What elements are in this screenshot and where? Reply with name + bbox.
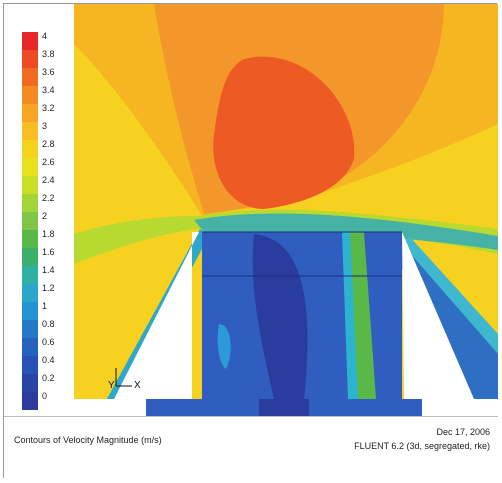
colorbar-swatch bbox=[22, 140, 38, 158]
colorbar-tick-label: 3.2 bbox=[42, 103, 55, 113]
plot-date: Dec 17, 2006 bbox=[436, 427, 490, 437]
colorbar-tick-label: 3.8 bbox=[42, 49, 55, 59]
colorbar-swatch bbox=[22, 320, 38, 338]
chamber-jet-cyan bbox=[342, 232, 358, 399]
plot-footer: Contours of Velocity Magnitude (m/s) Dec… bbox=[4, 416, 498, 480]
axis-label-y: Y bbox=[108, 380, 115, 391]
plot-caption: Contours of Velocity Magnitude (m/s) bbox=[14, 435, 162, 445]
solver-info: FLUENT 6.2 (3d, segregated, rke) bbox=[354, 441, 490, 451]
colorbar-swatch bbox=[22, 266, 38, 284]
colorbar-swatch bbox=[22, 374, 38, 392]
contour-plot-svg bbox=[4, 4, 498, 416]
colorbar-tick-label: 1.4 bbox=[42, 265, 55, 275]
chamber-cyan-spot bbox=[217, 324, 231, 369]
chamber-slow-region bbox=[252, 234, 308, 399]
bottom-step-slow bbox=[259, 399, 309, 416]
axis-label-x: X bbox=[134, 380, 141, 391]
colorbar-swatch bbox=[22, 194, 38, 212]
colorbar-swatch bbox=[22, 86, 38, 104]
colorbar-tick-label: 2.2 bbox=[42, 193, 55, 203]
colorbar-swatch bbox=[22, 176, 38, 194]
colorbar-tick-label: 0.4 bbox=[42, 355, 55, 365]
colorbar-tick-label: 2.6 bbox=[42, 157, 55, 167]
colorbar-swatch bbox=[22, 392, 38, 410]
colorbar-tick-label: 2.8 bbox=[42, 139, 55, 149]
colorbar bbox=[22, 32, 38, 416]
figure-window: 4 3.8 3.6 3.4 3.2 3 2.8 2.6 2.4 2.2 2 1.8 1.6 1.4 1.2 1… bbox=[3, 3, 498, 480]
colorbar-tick-label: 1.8 bbox=[42, 229, 55, 239]
colorbar-tick-label: 4 bbox=[42, 31, 48, 41]
colorbar-tick-label: 2 bbox=[42, 211, 48, 221]
colorbar-tick-label: 3.6 bbox=[42, 67, 55, 77]
colorbar-tick-label: 1.6 bbox=[42, 247, 55, 257]
colorbar-swatch bbox=[22, 158, 38, 176]
colorbar-swatch bbox=[22, 284, 38, 302]
colorbar-swatch bbox=[22, 230, 38, 248]
lower-left-blank bbox=[74, 399, 146, 416]
colorbar-swatch bbox=[22, 356, 38, 374]
contour-plot: 4 3.8 3.6 3.4 3.2 3 2.8 2.6 2.4 2.2 2 1.8 1.6 1.4 1.2 1… bbox=[4, 4, 498, 416]
red-max-region bbox=[213, 56, 355, 210]
axis-triad: Y X bbox=[108, 364, 148, 399]
colorbar-tick-label: 1.2 bbox=[42, 283, 55, 293]
colorbar-tick-label: 3.4 bbox=[42, 85, 55, 95]
colorbar-tick-label: 1 bbox=[42, 301, 48, 311]
legend-panel bbox=[4, 4, 74, 416]
lower-right-blank bbox=[422, 399, 498, 416]
colorbar-swatch bbox=[22, 68, 38, 86]
colorbar-swatch bbox=[22, 248, 38, 266]
colorbar-swatch bbox=[22, 104, 38, 122]
right-wall bbox=[402, 232, 474, 399]
colorbar-swatch bbox=[22, 32, 38, 50]
left-wall bbox=[114, 232, 199, 399]
axis-triad-svg bbox=[115, 368, 132, 387]
colorbar-tick-label: 0.8 bbox=[42, 319, 55, 329]
colorbar-tick-label: 2.4 bbox=[42, 175, 55, 185]
colorbar-swatch bbox=[22, 212, 38, 230]
colorbar-tick-label: 0 bbox=[42, 391, 48, 401]
colorbar-tick-label: 0.2 bbox=[42, 373, 55, 383]
colorbar-swatch bbox=[22, 338, 38, 356]
colorbar-tick-label: 0.6 bbox=[42, 337, 55, 347]
right-slope-edge bbox=[402, 236, 498, 354]
colorbar-swatch bbox=[22, 122, 38, 140]
colorbar-swatch bbox=[22, 50, 38, 68]
colorbar-swatch bbox=[22, 302, 38, 320]
colorbar-tick-label: 3 bbox=[42, 121, 48, 131]
